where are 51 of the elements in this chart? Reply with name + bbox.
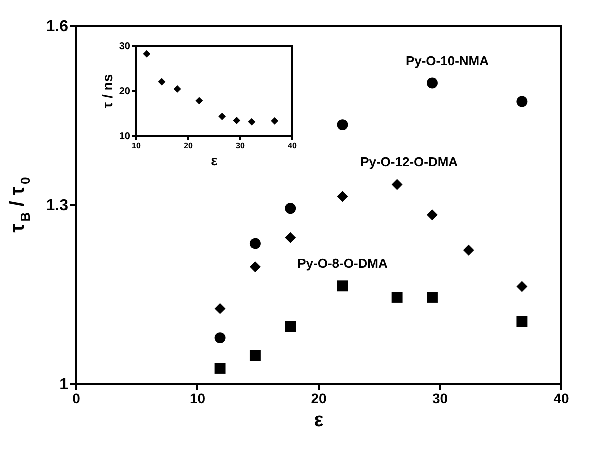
y-tick-label: 1.6 [46, 18, 69, 36]
point [233, 116, 241, 124]
point [516, 281, 528, 292]
point [250, 350, 261, 362]
y-axis-title: τB / τ0 [7, 177, 33, 233]
series-label: Py-O-12-O-DMA [360, 154, 459, 170]
point [196, 97, 204, 105]
x-tick-label: 20 [311, 390, 327, 406]
x-tick-label: 40 [288, 142, 298, 150]
point [463, 244, 474, 256]
point [427, 292, 438, 303]
point [250, 262, 261, 273]
point [214, 363, 226, 374]
y-axis-title: τ / ns [99, 74, 116, 109]
y-tick-label: 10 [119, 132, 131, 142]
x-tick-label: 20 [184, 142, 194, 150]
point [248, 118, 256, 126]
series-label: Py-O-10-NMA [406, 53, 490, 68]
point [337, 120, 348, 131]
x-tick-label: 10 [132, 142, 142, 150]
x-tick-label: 0 [72, 390, 81, 406]
point [516, 96, 528, 108]
x-tick-label: 30 [432, 390, 448, 406]
x-axis-title: ε [211, 152, 218, 168]
point [143, 50, 151, 58]
x-tick-label: 30 [236, 142, 246, 150]
point [516, 316, 528, 328]
point [214, 332, 226, 344]
point [392, 292, 403, 303]
series-label: Py-O-8-O-DMA [298, 256, 388, 272]
x-axis-title: ε [314, 410, 324, 432]
y-tick-label: 1.3 [46, 198, 69, 214]
point [427, 210, 438, 221]
point [337, 191, 348, 202]
point [427, 78, 438, 89]
point [285, 203, 296, 214]
point [271, 117, 279, 125]
point [285, 232, 296, 244]
y-tick-label: 1 [60, 376, 69, 394]
point [337, 280, 348, 292]
y-tick-label: 30 [119, 42, 131, 52]
point [285, 321, 296, 332]
point [392, 179, 403, 190]
point [158, 78, 166, 86]
x-tick-label: 40 [554, 390, 570, 406]
y-tick-label: 20 [119, 86, 131, 98]
x-tick-label: 10 [190, 390, 206, 406]
point [218, 112, 226, 120]
point [250, 238, 261, 250]
point [214, 303, 226, 314]
point [174, 85, 182, 93]
